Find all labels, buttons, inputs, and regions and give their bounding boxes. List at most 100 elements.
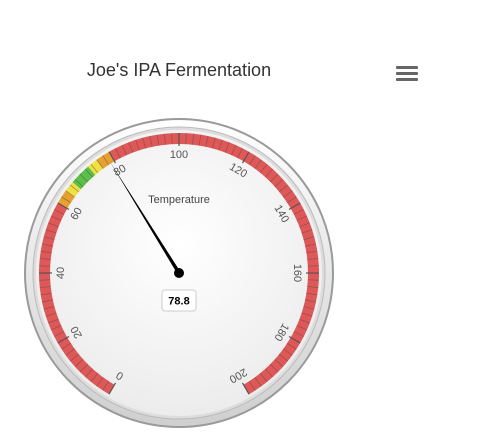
minor-tick [50, 325, 62, 331]
minor-tick [305, 299, 317, 303]
minor-tick [259, 163, 268, 173]
minor-tick [307, 279, 319, 281]
minor-tick [48, 318, 59, 324]
tick-label: 40 [55, 267, 67, 279]
minor-tick [231, 144, 237, 156]
minor-tick [115, 148, 121, 159]
minor-tick [283, 190, 293, 198]
minor-tick [50, 215, 62, 221]
minor-tick [135, 139, 140, 151]
minor-tick [198, 134, 202, 146]
hamburger-menu-icon[interactable] [396, 66, 418, 86]
minor-tick [74, 179, 84, 187]
minor-tick [54, 209, 65, 215]
gauge-needle [109, 160, 182, 277]
minor-tick [296, 325, 308, 331]
minor-tick [293, 331, 304, 337]
minor-tick [286, 196, 297, 204]
minor-tick [121, 144, 127, 156]
minor-tick [274, 179, 284, 187]
minor-tick [306, 292, 318, 296]
minor-tick [85, 168, 93, 178]
minor-tick [40, 292, 52, 296]
tick-label: 160 [291, 264, 303, 282]
minor-tick [61, 342, 72, 350]
minor-tick [39, 286, 51, 289]
major-tick [108, 151, 117, 164]
tick-label: 60 [68, 206, 85, 223]
minor-tick [41, 243, 53, 247]
minor-tick [248, 155, 256, 166]
minor-tick [41, 299, 53, 303]
minor-tick [171, 133, 173, 145]
minor-tick [102, 155, 110, 166]
minor-tick [254, 159, 262, 169]
minor-tick [307, 265, 319, 267]
minor-tick [79, 363, 89, 373]
tick-label: 100 [170, 149, 188, 161]
major-tick [57, 202, 70, 211]
minor-tick [303, 306, 315, 310]
minor-tick [43, 306, 55, 310]
minor-tick [45, 312, 57, 317]
minor-tick [54, 331, 65, 337]
minor-tick [156, 134, 160, 146]
minor-tick [69, 184, 79, 193]
major-tick [288, 335, 301, 344]
minor-tick [90, 163, 99, 173]
value-label-box [161, 289, 197, 312]
minor-tick [237, 148, 243, 159]
minor-tick [48, 222, 59, 228]
minor-tick [279, 353, 289, 362]
minor-tick [45, 229, 57, 234]
minor-tick [128, 142, 134, 153]
minor-tick [279, 184, 289, 193]
minor-tick [149, 135, 153, 147]
minor-tick [248, 380, 256, 391]
major-tick [108, 382, 117, 395]
minor-tick [69, 353, 79, 362]
minor-tick [61, 196, 72, 204]
minor-tick [79, 173, 89, 183]
gauge-pane-title: Temperature [148, 194, 210, 206]
minor-tick [299, 222, 310, 228]
minor-tick [269, 173, 279, 183]
major-tick [57, 335, 70, 344]
minor-tick [142, 137, 146, 149]
minor-tick [205, 135, 209, 147]
minor-tick [96, 159, 104, 169]
minor-tick [218, 139, 223, 151]
value-label: 78.8 [168, 296, 189, 308]
chart-title: Joe's IPA Fermentation [86, 60, 272, 80]
gauge-pivot [174, 268, 184, 278]
minor-tick [265, 368, 273, 378]
minor-tick [185, 133, 187, 145]
minor-tick [299, 318, 310, 324]
minor-tick [301, 312, 313, 317]
minor-tick [224, 142, 230, 153]
minor-tick [43, 236, 55, 240]
minor-tick [306, 250, 318, 254]
minor-tick [96, 377, 104, 387]
minor-tick [39, 265, 51, 267]
major-tick [241, 382, 250, 395]
tick-label: 20 [68, 324, 85, 341]
minor-tick [85, 368, 93, 378]
tick-label: 0 [114, 369, 125, 382]
minor-tick [102, 380, 110, 391]
minor-tick [212, 137, 216, 149]
minor-tick [74, 359, 84, 367]
minor-tick [39, 257, 51, 260]
minor-tick [163, 133, 166, 145]
minor-tick [192, 133, 195, 145]
minor-tick [274, 359, 284, 367]
minor-tick [269, 363, 279, 373]
minor-tick [293, 209, 304, 215]
minor-tick [254, 377, 262, 387]
minor-tick [283, 348, 293, 356]
minor-tick [265, 168, 273, 178]
minor-tick [65, 190, 75, 198]
major-tick [241, 151, 250, 164]
minor-tick [259, 373, 268, 383]
